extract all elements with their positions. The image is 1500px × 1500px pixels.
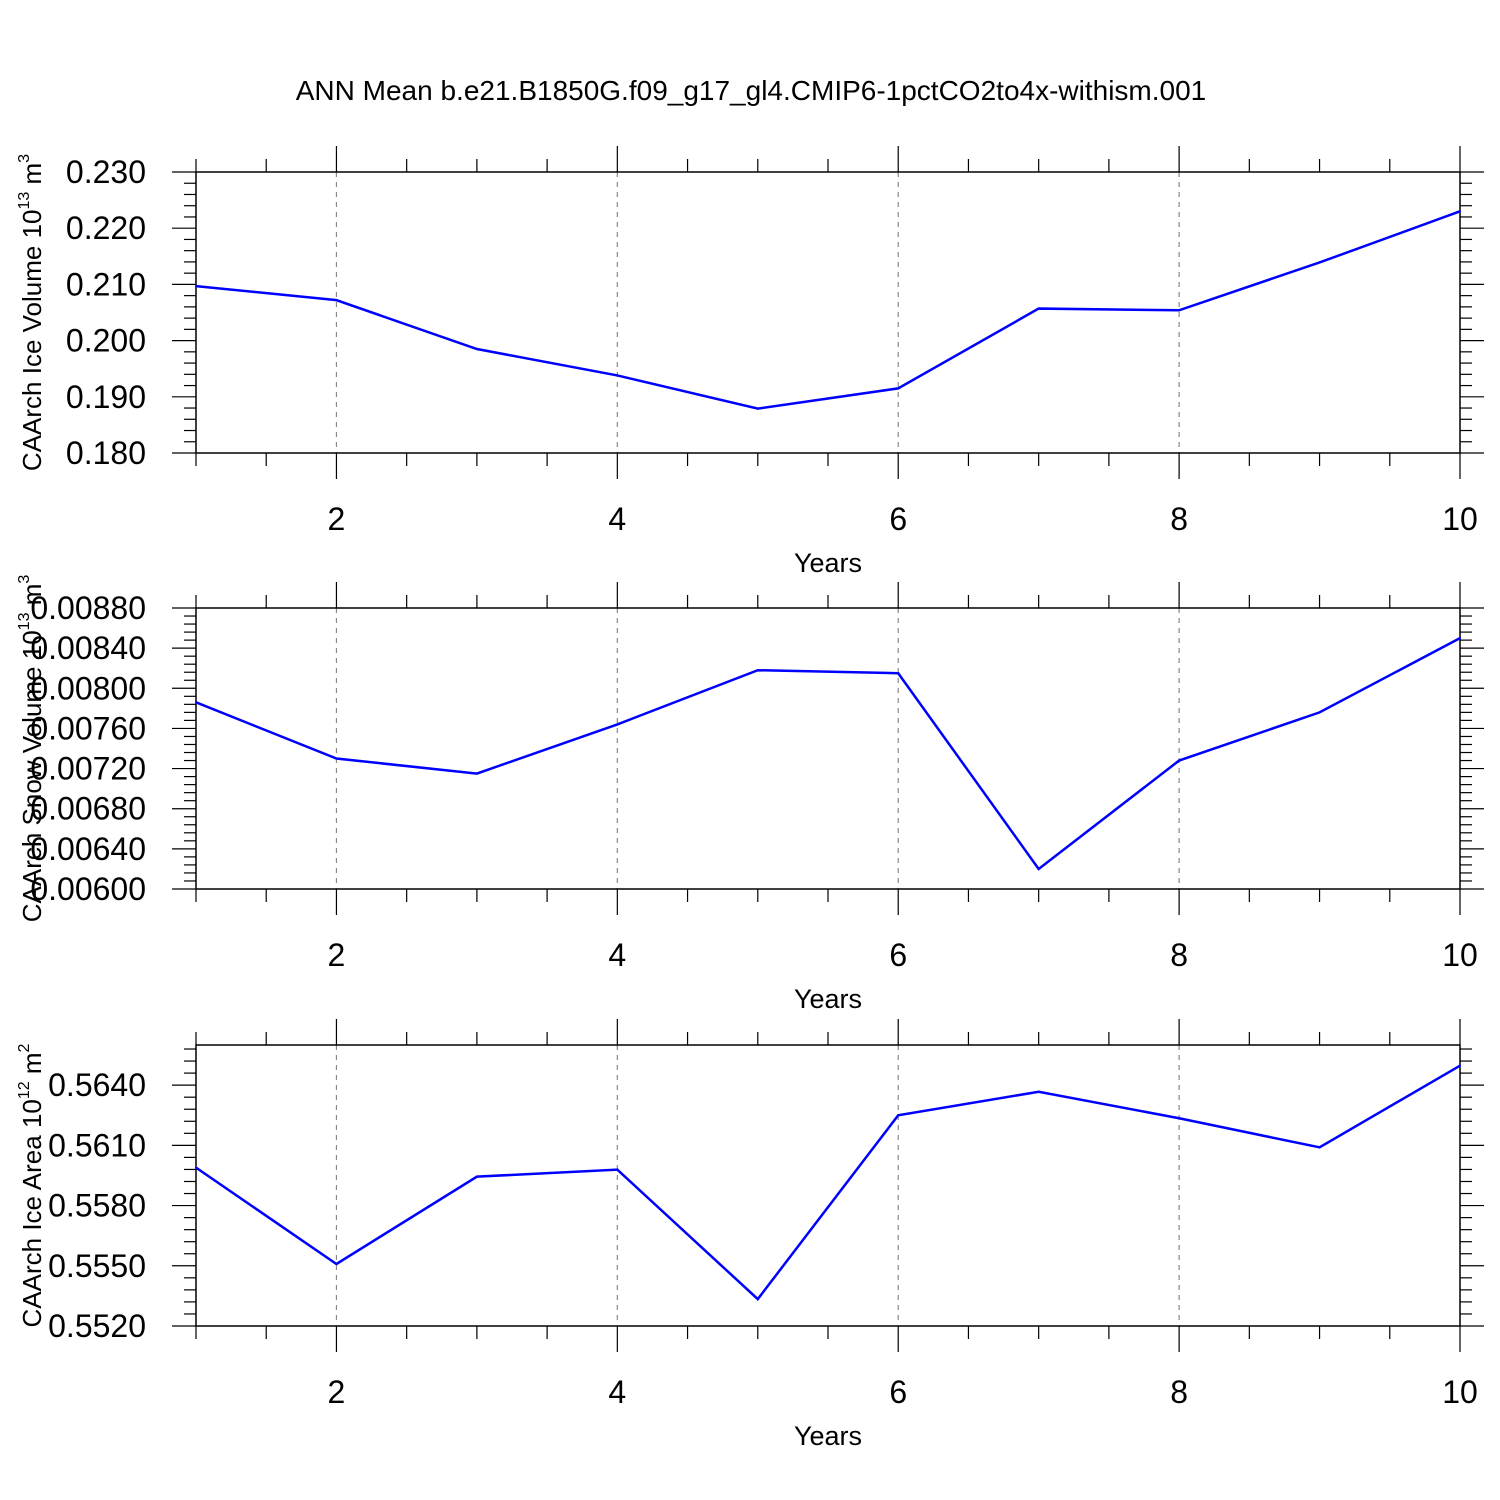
data-point	[897, 387, 900, 390]
y-tick-label: 0.00840	[30, 630, 146, 666]
x-tick-label: 4	[608, 501, 626, 537]
y-axis-label-text: CAArch Ice Volume 10	[17, 210, 47, 472]
x-tick-label: 10	[1442, 501, 1478, 537]
y-tick-label: 0.00760	[30, 710, 146, 746]
series-line	[195, 1064, 1461, 1301]
plot-frame	[195, 1044, 1461, 1327]
data-point	[616, 723, 619, 726]
data-point	[897, 1114, 900, 1117]
y-axis-label: CAArch Ice Volume 1013 m3	[16, 154, 47, 471]
x-tick-label: 8	[1170, 501, 1188, 537]
data-point	[195, 1166, 197, 1169]
series-line	[195, 637, 1461, 871]
data-point	[335, 757, 338, 760]
panel-3: 0.5520 0.5550 0.5580 0.5610 0.5640 2 4 6 8 10 Year…	[16, 1019, 1484, 1451]
x-tick-label: 6	[889, 501, 907, 537]
y-axis-label-unit-exp: 3	[16, 575, 33, 584]
data-point	[1178, 309, 1181, 312]
x-tick-label: 4	[608, 937, 626, 973]
y-axis-label-unit-exp: 2	[16, 1043, 33, 1052]
y-axis-label-unit: m	[17, 1052, 47, 1081]
data-point	[1459, 637, 1461, 640]
data-point	[475, 772, 478, 775]
data-point	[1178, 759, 1181, 762]
data-point	[1037, 1090, 1040, 1093]
y-axis-label-exp: 13	[16, 192, 33, 210]
x-tick-label: 8	[1170, 937, 1188, 973]
y-tick-label: 0.5640	[48, 1067, 146, 1103]
data-point	[1318, 711, 1321, 714]
series-line	[195, 210, 1461, 410]
data-point	[475, 1175, 478, 1178]
x-tick-label: 10	[1442, 937, 1478, 973]
y-axis-label: CAArch Ice Area 1012 m2	[16, 1043, 47, 1327]
y-tick-label: 0.210	[66, 266, 146, 302]
y-tick-label: 0.200	[66, 323, 146, 359]
y-axis-label-unit: m	[17, 163, 47, 192]
data-point	[616, 1168, 619, 1171]
data-point	[335, 299, 338, 302]
x-axis-label: Years	[794, 1421, 862, 1451]
y-tick-label: 0.5580	[48, 1188, 146, 1224]
data-point	[1037, 307, 1040, 310]
y-tick-label: 0.5520	[48, 1308, 146, 1344]
y-axis-label-unit: m	[17, 584, 47, 613]
y-axis-label-text: CAArch Snow Volume 10	[17, 630, 47, 922]
x-tick-label: 8	[1170, 1374, 1188, 1410]
x-tick-label: 6	[889, 1374, 907, 1410]
data-point	[475, 348, 478, 351]
plot-frame	[195, 607, 1461, 890]
data-point	[1037, 867, 1040, 870]
data-point	[195, 701, 197, 704]
data-point	[1318, 1146, 1321, 1149]
y-tick-label: 0.5610	[48, 1127, 146, 1163]
y-tick-label: 0.00720	[30, 751, 146, 787]
y-axis-label-unit-exp: 3	[16, 154, 33, 163]
x-tick-label: 6	[889, 937, 907, 973]
x-axis-label: Years	[794, 548, 862, 578]
y-tick-label: 0.00680	[30, 791, 146, 827]
y-tick-label: 0.00600	[30, 871, 146, 907]
chart-panels: 0.180 0.190 0.200 0.210 0.220 0.230 2 4 6 8 10 Year…	[16, 146, 1484, 1451]
y-axis-label-text: CAArch Ice Area 10	[17, 1099, 47, 1327]
y-axis-label: CAArch Snow Volume 1013 m3	[16, 575, 47, 923]
y-tick-label: 0.220	[66, 210, 146, 246]
panel-2: 0.00600 0.00640 0.00680 0.00720 0.00760 0.008…	[16, 575, 1484, 1014]
data-point	[195, 285, 197, 288]
y-tick-label: 0.5550	[48, 1248, 146, 1284]
data-point	[756, 407, 759, 410]
data-point	[1459, 1064, 1461, 1067]
x-tick-label: 10	[1442, 1374, 1478, 1410]
data-point	[335, 1262, 338, 1265]
y-tick-label: 0.180	[66, 435, 146, 471]
x-tick-label: 2	[328, 1374, 346, 1410]
x-axis-label: Years	[794, 984, 862, 1014]
y-tick-label: 0.00880	[30, 590, 146, 626]
y-tick-label: 0.00800	[30, 670, 146, 706]
y-axis-label-exp: 13	[16, 612, 33, 630]
x-tick-label: 2	[328, 501, 346, 537]
x-tick-label: 2	[328, 937, 346, 973]
y-tick-label: 0.00640	[30, 831, 146, 867]
data-point	[616, 374, 619, 377]
data-point	[756, 1298, 759, 1301]
data-point	[756, 669, 759, 672]
data-point	[897, 672, 900, 675]
plot-frame	[195, 171, 1461, 454]
chart-title: ANN Mean b.e21.B1850G.f09_g17_gl4.CMIP6-…	[296, 75, 1207, 106]
data-point	[1178, 1117, 1181, 1120]
data-point	[1318, 261, 1321, 264]
y-tick-label: 0.190	[66, 379, 146, 415]
y-axis-label-exp: 12	[16, 1081, 33, 1099]
x-tick-label: 4	[608, 1374, 626, 1410]
y-tick-label: 0.230	[66, 154, 146, 190]
data-point	[1459, 210, 1461, 213]
panel-1: 0.180 0.190 0.200 0.210 0.220 0.230 2 4 6 8 10 Year…	[16, 146, 1484, 578]
